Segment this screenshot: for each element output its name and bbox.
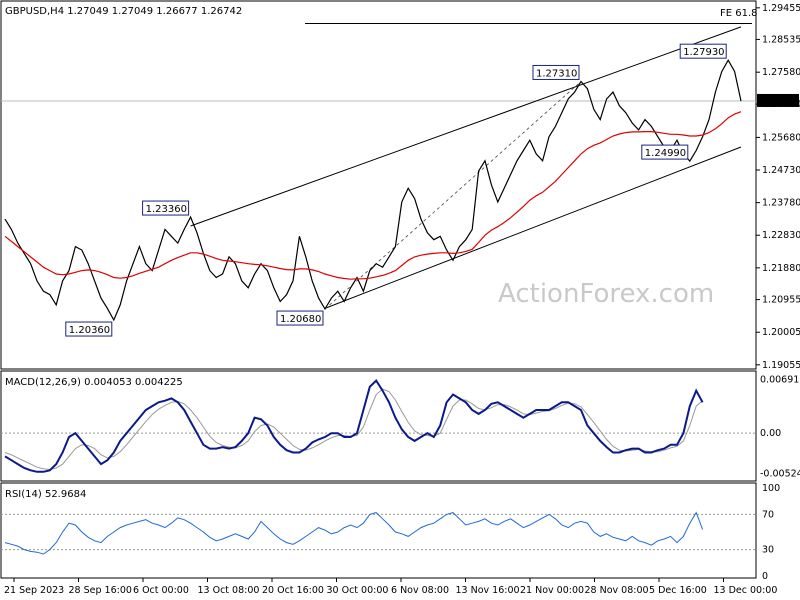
rsi-y-tick-label: 100 bbox=[762, 483, 780, 494]
annotation-box bbox=[142, 200, 190, 216]
price-y-tick-label: 1.20005 bbox=[762, 327, 800, 338]
x-tick-label: 5 Dec 16:00 bbox=[649, 585, 707, 596]
x-tick-label: 20 Oct 16:00 bbox=[262, 585, 324, 596]
rsi-series bbox=[4, 511, 704, 555]
annotation-label: 1.20360 bbox=[69, 325, 110, 336]
price-y-tick-label: 1.19055 bbox=[762, 360, 800, 371]
price-y-tick-label: 1.21880 bbox=[762, 263, 800, 274]
rsi-y-tick-label: 70 bbox=[762, 509, 774, 520]
current-price-badge bbox=[757, 93, 799, 107]
macd-panel-title: MACD(12,26,9) 0.004053 0.004225 bbox=[5, 377, 183, 388]
annotation-box bbox=[641, 144, 689, 160]
annotation-label: 1.20680 bbox=[280, 314, 321, 325]
price-y-tick-label: 1.29455 bbox=[762, 3, 800, 14]
watermark: ActionForex.com bbox=[498, 279, 714, 309]
x-tick-label: 28 Sep 16:00 bbox=[69, 585, 132, 596]
price-y-tick-label: 1.22830 bbox=[762, 230, 800, 241]
macd-series bbox=[4, 379, 704, 473]
x-tick-label: 28 Nov 08:00 bbox=[585, 585, 649, 596]
rsi-panel-title: RSI(14) 52.9684 bbox=[5, 489, 86, 500]
price-y-tick-label: 1.27580 bbox=[762, 67, 800, 78]
annotation-box bbox=[679, 43, 727, 59]
annotation-box bbox=[65, 321, 113, 337]
annotation-box bbox=[532, 64, 580, 80]
x-tick-label: 13 Nov 16:00 bbox=[456, 585, 520, 596]
x-tick-label: 30 Oct 00:00 bbox=[327, 585, 389, 596]
x-tick-label: 6 Oct 00:00 bbox=[133, 585, 189, 596]
macd-y-tick-label: 0.006915 bbox=[760, 375, 800, 386]
annotation-label: 1.27310 bbox=[536, 68, 577, 79]
x-tick-label: 21 Sep 2023 bbox=[4, 585, 64, 596]
rsi-panel-frame bbox=[0, 482, 757, 579]
rsi-y-tick-label: 0 bbox=[762, 571, 768, 582]
x-tick-label: 13 Oct 08:00 bbox=[198, 585, 260, 596]
current-price-label: 1.26742 bbox=[759, 96, 798, 107]
moving-average-series bbox=[4, 111, 742, 280]
price-panel-title: GBPUSD,H4 1.27049 1.27049 1.26677 1.2674… bbox=[5, 6, 242, 17]
annotation-label: 1.23360 bbox=[146, 204, 187, 215]
price-y-tick-label: 1.23780 bbox=[762, 198, 800, 209]
lower-channel bbox=[324, 146, 742, 309]
price-y-tick-label: 1.20955 bbox=[762, 295, 800, 306]
upper-channel bbox=[190, 26, 742, 227]
macd-y-tick-label: 0.00 bbox=[760, 428, 781, 439]
x-tick-label: 13 Dec 00:00 bbox=[714, 585, 778, 596]
price-y-tick-label: 1.28535 bbox=[762, 34, 800, 45]
x-tick-label: 6 Nov 08:00 bbox=[391, 585, 449, 596]
price-y-tick-label: 1.24730 bbox=[762, 165, 800, 176]
macd-panel-frame bbox=[0, 370, 757, 482]
annotation-box bbox=[276, 310, 324, 326]
x-tick-label: 21 Nov 00:00 bbox=[520, 585, 584, 596]
price-series bbox=[4, 58, 742, 322]
price-panel-frame bbox=[0, 0, 757, 370]
rsi-y-tick-label: 30 bbox=[762, 545, 774, 556]
annotation-label: 1.24990 bbox=[645, 148, 686, 159]
fib-level-label: FE 61.8 bbox=[720, 8, 758, 19]
annotation-label: 1.27930 bbox=[683, 47, 724, 58]
price-y-tick-label: 1.25680 bbox=[762, 132, 800, 143]
